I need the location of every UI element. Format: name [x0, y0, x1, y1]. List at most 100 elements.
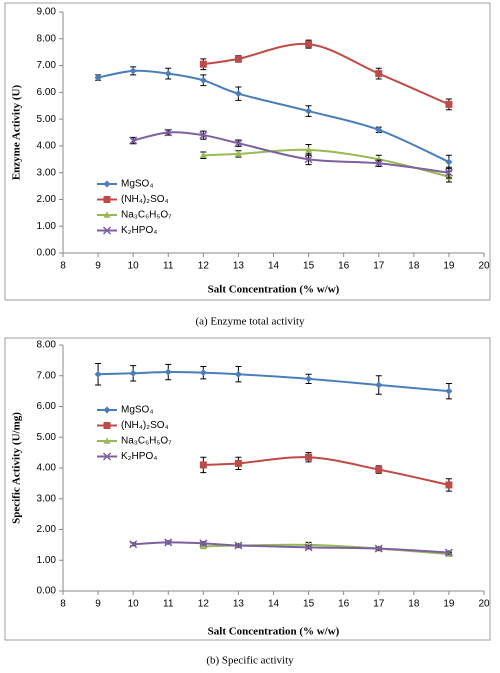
x-tick-label: 17: [373, 261, 385, 272]
x-tick-label: 16: [338, 261, 350, 272]
y-tick-label: 5.00: [37, 114, 57, 125]
x-tick-label: 17: [373, 599, 385, 610]
marker: [94, 74, 102, 82]
marker: [234, 541, 243, 550]
marker: [129, 67, 137, 75]
x-tick-label: 9: [95, 261, 101, 272]
legend-label: K₂HPO₄: [121, 451, 157, 462]
legend-marker: [103, 437, 111, 444]
x-axis-title: Salt Concentration (% w/w): [208, 284, 340, 296]
series-line: [97, 69, 450, 163]
legend-marker: [103, 406, 111, 414]
caption: (b) Specific activity: [206, 655, 294, 667]
legend-marker: [103, 196, 111, 203]
marker: [129, 369, 137, 377]
marker: [164, 70, 172, 78]
chart: 0.00 1.00 2.00 3.00 4.00 5.00 6.00 7.00 8.00 8 9 10…: [4, 337, 491, 641]
marker: [164, 538, 173, 547]
y-tick-label: 4.00: [37, 141, 57, 152]
legend-label: Na₃C₆H₅O₇: [121, 436, 172, 447]
x-tick-label: 20: [478, 599, 490, 610]
legend-marker: [103, 211, 111, 218]
marker: [94, 370, 102, 378]
series-line: [98, 371, 450, 393]
x-tick-label: 13: [233, 261, 245, 272]
marker: [234, 150, 242, 157]
marker: [444, 168, 453, 177]
x-tick-label: 11: [163, 261, 174, 272]
marker: [375, 126, 383, 134]
x-tick-label: 10: [128, 599, 140, 610]
marker: [444, 548, 453, 557]
x-tick-label: 18: [408, 599, 420, 610]
x-tick-label: 11: [163, 599, 174, 610]
y-tick-label: 2.00: [37, 524, 57, 535]
x-tick-label: 12: [198, 599, 210, 610]
marker: [199, 76, 207, 84]
y-tick-label: 6.00: [37, 401, 57, 412]
legend-label: (NH₄)₂SO₄: [121, 420, 169, 431]
legend-label: K₂HPO₄: [121, 225, 157, 236]
x-tick-label: 15: [303, 599, 315, 610]
marker: [199, 60, 207, 68]
marker: [305, 146, 313, 153]
legend-marker: [103, 422, 111, 429]
x-tick-label: 19: [443, 261, 455, 272]
chart-frame: [4, 337, 491, 641]
marker: [199, 542, 207, 550]
marker: [445, 387, 453, 395]
legend-marker: [103, 180, 111, 188]
x-tick-label: 15: [303, 261, 315, 272]
y-axis-title: Specific Activity (U/mg): [11, 412, 23, 524]
marker: [305, 453, 313, 461]
y-tick-label: 1.00: [37, 221, 57, 232]
marker: [305, 40, 313, 48]
marker: [234, 55, 242, 63]
marker: [234, 139, 243, 148]
y-tick-label: 8.00: [37, 340, 57, 351]
marker: [199, 369, 207, 377]
y-tick-label: 6.00: [37, 87, 57, 98]
x-axis-title: Salt Concentration (% w/w): [208, 626, 340, 638]
y-tick-label: 8.00: [37, 33, 57, 44]
x-tick-label: 12: [198, 261, 210, 272]
marker: [374, 544, 383, 553]
y-tick-label: 9.00: [37, 7, 57, 18]
y-axis-title: Enzyme Activity (U): [11, 85, 23, 181]
x-tick-label: 19: [443, 599, 455, 610]
marker: [375, 381, 383, 389]
x-tick-label: 8: [60, 599, 66, 610]
y-tick-label: 4.00: [37, 463, 57, 474]
legend-label: MgSO₄: [121, 405, 153, 416]
marker: [375, 466, 383, 474]
x-tick-label: 14: [268, 599, 280, 610]
marker: [234, 459, 242, 467]
marker: [305, 375, 313, 383]
x-tick-label: 16: [338, 599, 350, 610]
marker: [129, 136, 138, 145]
marker: [304, 543, 313, 552]
chart: 0.00 1.00 2.00 3.00 4.00 5.00 6.00 7.00 8.00 9.00…: [4, 2, 491, 301]
caption: (a) Enzyme total activity: [195, 316, 305, 328]
marker: [234, 370, 242, 378]
marker: [445, 481, 453, 489]
marker: [305, 107, 313, 115]
marker: [129, 540, 138, 549]
x-tick-label: 20: [478, 261, 490, 272]
marker: [199, 151, 207, 159]
y-tick-label: 5.00: [37, 432, 57, 443]
x-tick-label: 9: [95, 599, 101, 610]
marker: [374, 159, 383, 168]
y-tick-label: 7.00: [37, 370, 57, 381]
marker: [164, 128, 173, 137]
marker: [199, 131, 208, 140]
marker: [164, 368, 172, 376]
marker: [199, 461, 207, 469]
x-tick-label: 8: [60, 261, 66, 272]
marker: [445, 158, 453, 166]
marker: [304, 155, 313, 164]
y-tick-label: 1.00: [37, 555, 57, 566]
y-tick-label: 2.00: [37, 194, 57, 205]
legend-marker: [102, 452, 112, 461]
